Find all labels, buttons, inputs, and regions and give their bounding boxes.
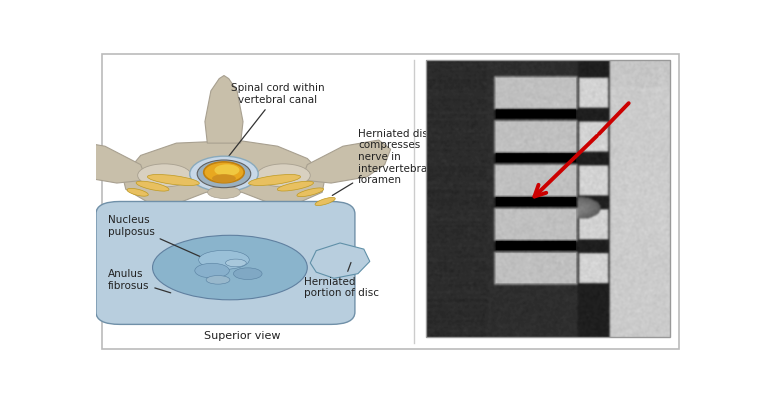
Ellipse shape — [297, 188, 323, 197]
Ellipse shape — [315, 198, 336, 205]
Ellipse shape — [257, 164, 310, 187]
Ellipse shape — [214, 164, 240, 176]
Ellipse shape — [233, 268, 262, 280]
Polygon shape — [205, 75, 243, 143]
Ellipse shape — [199, 250, 250, 269]
Ellipse shape — [136, 181, 169, 191]
Ellipse shape — [204, 162, 244, 183]
Text: Nucleus
pulposus: Nucleus pulposus — [108, 215, 216, 263]
Ellipse shape — [153, 235, 307, 300]
Ellipse shape — [277, 181, 313, 191]
Ellipse shape — [190, 156, 258, 192]
Polygon shape — [123, 140, 325, 201]
Text: Herniated
portion of disc: Herniated portion of disc — [304, 263, 379, 298]
Polygon shape — [310, 243, 369, 279]
Ellipse shape — [127, 188, 148, 196]
Ellipse shape — [137, 164, 191, 187]
Ellipse shape — [249, 174, 300, 186]
Ellipse shape — [207, 186, 240, 198]
Text: Superior view: Superior view — [204, 331, 280, 341]
Text: Anulus
fibrosus: Anulus fibrosus — [108, 269, 170, 293]
Ellipse shape — [147, 174, 200, 186]
Polygon shape — [301, 140, 391, 183]
Bar — [426, 60, 670, 337]
Ellipse shape — [195, 263, 230, 278]
Polygon shape — [58, 140, 147, 183]
Ellipse shape — [226, 259, 247, 267]
Text: Herniated disc
compresses
nerve in
intervertebral
foramen: Herniated disc compresses nerve in inter… — [333, 129, 433, 196]
Text: Spinal cord within
vertebral canal: Spinal cord within vertebral canal — [229, 83, 324, 156]
Ellipse shape — [197, 160, 250, 188]
Ellipse shape — [212, 174, 236, 183]
FancyBboxPatch shape — [96, 201, 355, 324]
Ellipse shape — [206, 276, 230, 284]
